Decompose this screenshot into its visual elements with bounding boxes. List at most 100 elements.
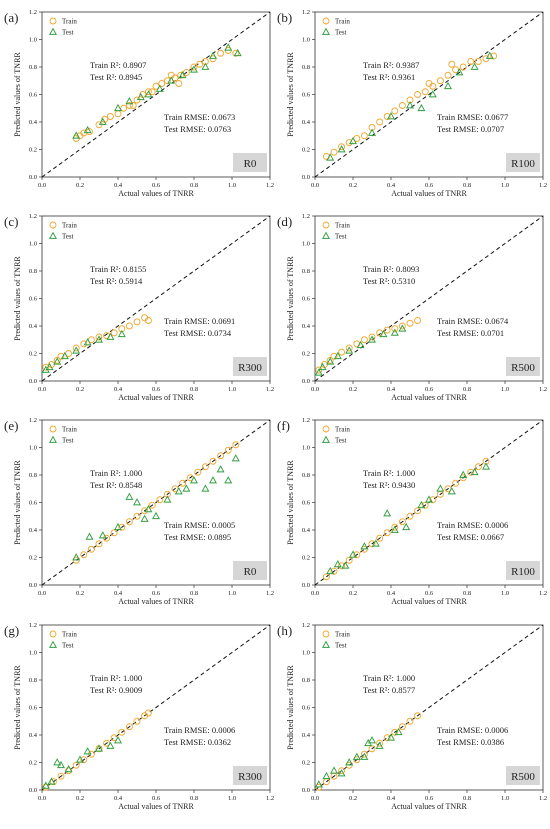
x-tick-label: 0.2: [349, 795, 357, 802]
test-point: [337, 145, 346, 153]
test-point: [174, 487, 183, 495]
test-point: [318, 362, 327, 371]
x-tick-label: 1.2: [539, 386, 547, 393]
x-tick-label: 0.2: [76, 182, 84, 189]
test-point: [216, 465, 225, 473]
test-point: [368, 128, 376, 136]
train-point: [398, 723, 406, 731]
train-point: [421, 88, 429, 96]
x-tick-label: 0.6: [152, 386, 161, 393]
dataset-badge: [233, 766, 267, 785]
train-point: [338, 767, 346, 775]
x-tick-label: 0.0: [38, 590, 46, 597]
test-point: [444, 81, 452, 90]
train-r2-text: Train R²: 0.9387: [363, 60, 419, 70]
dataset-badge-label: R300: [238, 362, 262, 374]
x-axis-label: Actual values of TNRR: [118, 393, 194, 402]
test-point: [144, 505, 153, 513]
dataset-badge: [506, 357, 540, 376]
x-tick-label: 0.8: [190, 182, 198, 189]
legend-test-label: Test: [335, 233, 347, 241]
test-point: [345, 346, 354, 354]
test-point: [360, 752, 369, 760]
test-point: [231, 454, 240, 462]
test-point: [224, 43, 233, 51]
y-axis-label: Predicted values of TNRR: [13, 665, 22, 750]
train-point: [209, 457, 217, 465]
test-point: [368, 335, 376, 343]
test-rmse-text: Test RMSE: 0.0707: [437, 124, 504, 134]
y-tick-label: 1.2: [302, 417, 310, 424]
dataset-badge: [233, 153, 267, 172]
train-r2-text: Train R²: 0.8093: [363, 264, 419, 274]
y-tick-label: 1.0: [29, 445, 37, 452]
test-r2-text: Test R²: 0.8548: [90, 480, 142, 490]
panel-a: 0.00.0 0.2 0.2 0.4 0.4 0.6 0.6 0.8 0.8 1.0 1.0 1.2 1…: [4, 9, 274, 198]
train-point: [326, 356, 334, 364]
train-point: [80, 551, 88, 559]
train-point: [125, 518, 133, 526]
x-tick-label: 1.0: [228, 590, 236, 597]
test-point: [371, 539, 380, 547]
x-tick-label: 0.8: [190, 795, 198, 802]
test-point: [368, 736, 376, 744]
panel-label: (e): [4, 418, 18, 433]
train-point: [459, 63, 467, 71]
test-point: [330, 766, 338, 774]
test-point: [117, 329, 126, 338]
test-point: [72, 131, 81, 139]
dataset-badge-label: R100: [511, 158, 535, 170]
test-point: [98, 117, 107, 125]
train-point: [196, 60, 204, 68]
x-tick-label: 0.4: [114, 795, 123, 802]
test-point: [375, 741, 384, 749]
test-point: [383, 509, 392, 517]
test-rmse-text: Test RMSE: 0.0763: [164, 124, 231, 134]
y-tick-label: 1.2: [29, 9, 37, 16]
train-point: [345, 139, 353, 147]
x-axis-label: Actual values of TNRR: [391, 802, 467, 811]
train-point: [110, 329, 118, 337]
x-tick-label: 0.8: [463, 590, 471, 597]
test-point: [114, 103, 122, 112]
panel-e: 0.00.0 0.2 0.2 0.4 0.4 0.6 0.6 0.8 0.8 1.0 1.0 1.2 1…: [4, 417, 274, 606]
y-tick-label: 0.8: [29, 268, 37, 275]
test-point: [41, 781, 50, 789]
x-tick-label: 0.8: [463, 795, 471, 802]
train-point: [368, 333, 376, 341]
test-point: [152, 511, 160, 520]
y-tick-label: 0.2: [29, 147, 37, 154]
test-point: [140, 514, 149, 522]
test-point: [314, 368, 323, 376]
test-point: [95, 744, 103, 752]
y-tick-label: 1.0: [29, 650, 37, 657]
train-point: [194, 468, 202, 476]
legend-train-label: Train: [62, 222, 77, 230]
dataset-badge-label: R500: [511, 362, 535, 374]
panel-f: 0.00.0 0.2 0.2 0.4 0.4 0.6 0.6 0.8 0.8 1.0 1.0 1.2 1…: [277, 417, 547, 606]
test-point: [390, 328, 399, 336]
panel-g: 0.00.0 0.2 0.2 0.4 0.4 0.6 0.6 0.8 0.8 1.0 1.0 1.2 1…: [4, 622, 274, 811]
train-r2-text: Train R²: 1.000: [363, 673, 415, 683]
x-tick-label: 1.2: [539, 182, 547, 189]
train-point: [338, 562, 346, 570]
train-point: [398, 102, 406, 109]
y-tick-label: 0.8: [302, 64, 310, 71]
legend-train-marker: [322, 630, 330, 638]
legend-test-label: Test: [335, 29, 347, 37]
legend-train-marker: [322, 221, 330, 229]
legend-test-marker: [49, 27, 57, 35]
test-point: [85, 532, 94, 540]
identity-line: [314, 11, 544, 178]
train-point: [118, 728, 126, 736]
train-point: [414, 712, 422, 720]
test-point: [83, 125, 92, 134]
test-point: [209, 476, 217, 484]
test-rmse-text: Test RMSE: 0.0701: [437, 328, 504, 338]
x-tick-label: 1.2: [266, 182, 274, 189]
y-tick-label: 1.0: [29, 241, 37, 248]
panel-label: (b): [277, 10, 292, 25]
y-tick-label: 0.2: [302, 760, 310, 767]
y-axis-label: Predicted values of TNRR: [13, 460, 22, 545]
y-tick-label: 1.2: [29, 622, 37, 629]
